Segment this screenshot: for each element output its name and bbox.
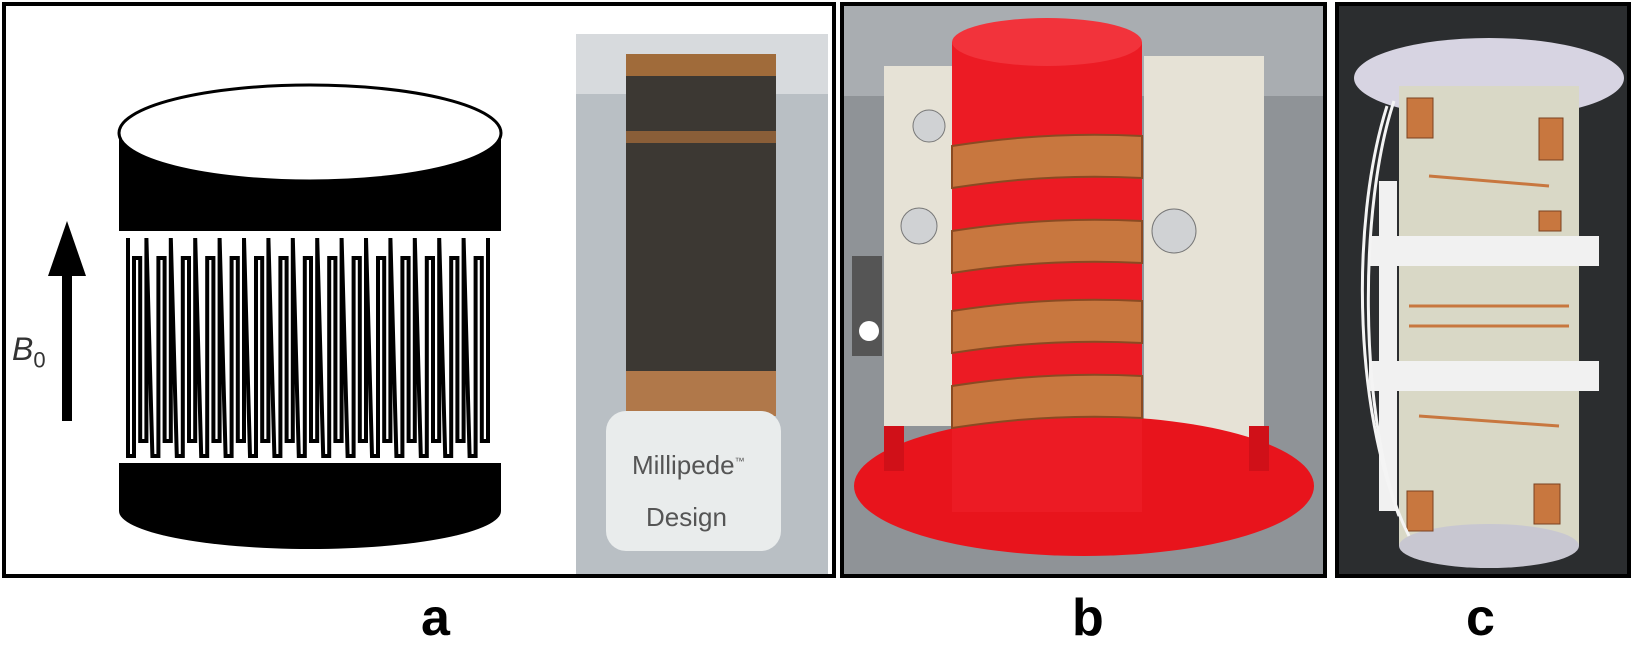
field-label: B0 [12,331,46,373]
field-arrow-icon [48,221,86,421]
panel-b [840,2,1327,578]
cylinder-drawing [117,83,503,549]
helix-coil-photo [844,6,1323,574]
caption-b: b [1072,589,1104,647]
caption-c: c [1466,589,1495,647]
panel-a: B0 Millipede™ Design [2,2,836,578]
millipede-diagram [48,34,828,574]
photo-label-design: Design [646,502,727,532]
panel-c [1335,2,1631,578]
millipede-photo [576,34,828,574]
caption-a: a [421,589,450,647]
multi-loop-coil-photo [1339,6,1627,574]
photo-label-millipede: Millipede™ [632,450,745,480]
